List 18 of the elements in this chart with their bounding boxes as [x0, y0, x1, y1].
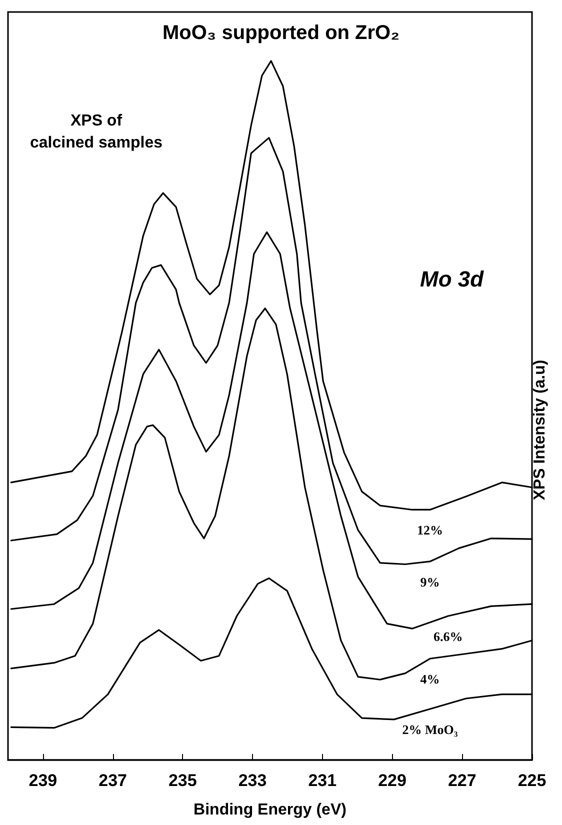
annotation: XPS of calcined samples [30, 112, 163, 152]
y-axis-title: XPS Intensity (a.u) [532, 360, 548, 500]
x-tick-label: 225 [518, 771, 546, 790]
x-tick-label: 235 [168, 771, 197, 790]
series-label: 12% [416, 522, 443, 538]
annotation: Mo 3d [420, 266, 484, 292]
series-label: 6.6% [434, 628, 463, 644]
x-tick-label: 237 [98, 771, 127, 790]
x-tick-label: 229 [378, 771, 406, 790]
series-label: 9% [420, 574, 440, 590]
series-label: 2% MoO₃ [402, 722, 458, 737]
x-axis-title: Binding Energy (eV) [194, 802, 346, 818]
x-tick-label: 231 [308, 771, 337, 790]
x-tick-label: 227 [448, 771, 476, 790]
chart-title: MoO₃ supported on ZrO₂ [162, 22, 400, 44]
series-label: 4% [420, 672, 440, 687]
x-tick-label: 239 [28, 771, 58, 790]
x-tick-label: 233 [238, 771, 267, 790]
